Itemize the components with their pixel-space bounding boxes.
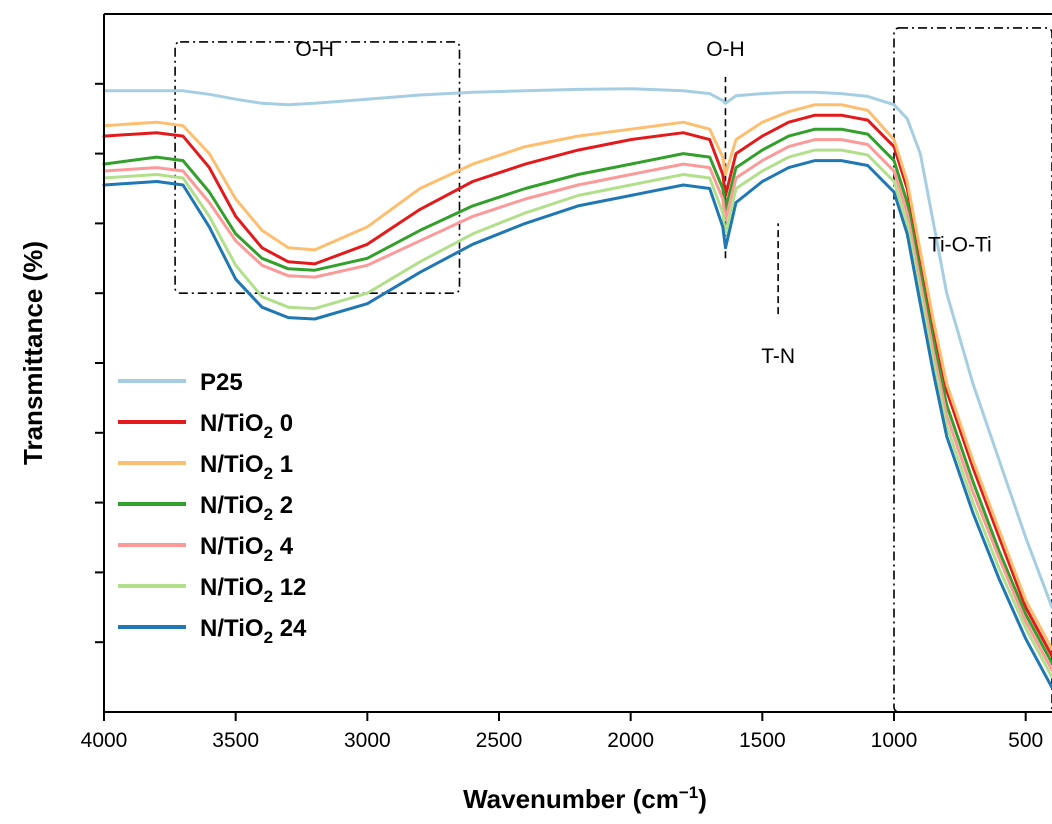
- annotation-labels: O-H O-H T-N Ti-O-Ti: [295, 38, 991, 368]
- x-tick-label-6: 1000: [871, 729, 918, 752]
- series-line-0: [102, 87, 1052, 609]
- legend-label-5: N/TiO2 12: [200, 574, 306, 606]
- x-tick-label-2: 3000: [344, 729, 391, 752]
- x-tick-label-7: 500: [1008, 729, 1043, 752]
- series-line-6: [102, 159, 1052, 690]
- x-axis-title-superscript: −1: [679, 783, 698, 802]
- legend: P25 N/TiO2 0 N/TiO2 1 N/TiO2 2 N/TiO2 4 N/TiO…: [118, 369, 307, 647]
- annotation-label-0: O-H: [295, 38, 334, 61]
- axes: 4000 3500 3000 2500 2000 1500 1000 500: [81, 13, 1052, 752]
- legend-label-3: N/TiO2 2: [200, 492, 293, 524]
- legend-label-4: N/TiO2 4: [200, 533, 294, 565]
- x-tick-label-1: 3500: [212, 729, 259, 752]
- series-line-2: [102, 103, 1052, 651]
- annotation-label-2: T-N: [761, 345, 795, 368]
- series-line-5: [102, 148, 1052, 679]
- x-tick-label-0: 4000: [81, 729, 128, 752]
- legend-label-0: P25: [200, 369, 243, 396]
- annotation-label-3: Ti-O-Ti: [928, 233, 992, 256]
- x-axis-title: Wavenumber (cm−1): [463, 783, 707, 814]
- x-tick-label-4: 2000: [607, 729, 654, 752]
- annotation-region-3: [893, 27, 1052, 713]
- annotation-region-0: [174, 41, 461, 294]
- legend-label-6: N/TiO2 24: [200, 615, 307, 647]
- series-line-4: [102, 138, 1052, 672]
- y-axis-title: Transmittance (%): [18, 241, 48, 465]
- legend-label-2: N/TiO2 1: [200, 451, 293, 483]
- series-lines: [102, 87, 1052, 690]
- series-line-3: [102, 127, 1052, 665]
- x-tick-label-3: 2500: [476, 729, 523, 752]
- annotation-label-1: O-H: [706, 38, 745, 61]
- legend-label-1: N/TiO2 0: [200, 410, 293, 442]
- x-tick-label-5: 1500: [739, 729, 786, 752]
